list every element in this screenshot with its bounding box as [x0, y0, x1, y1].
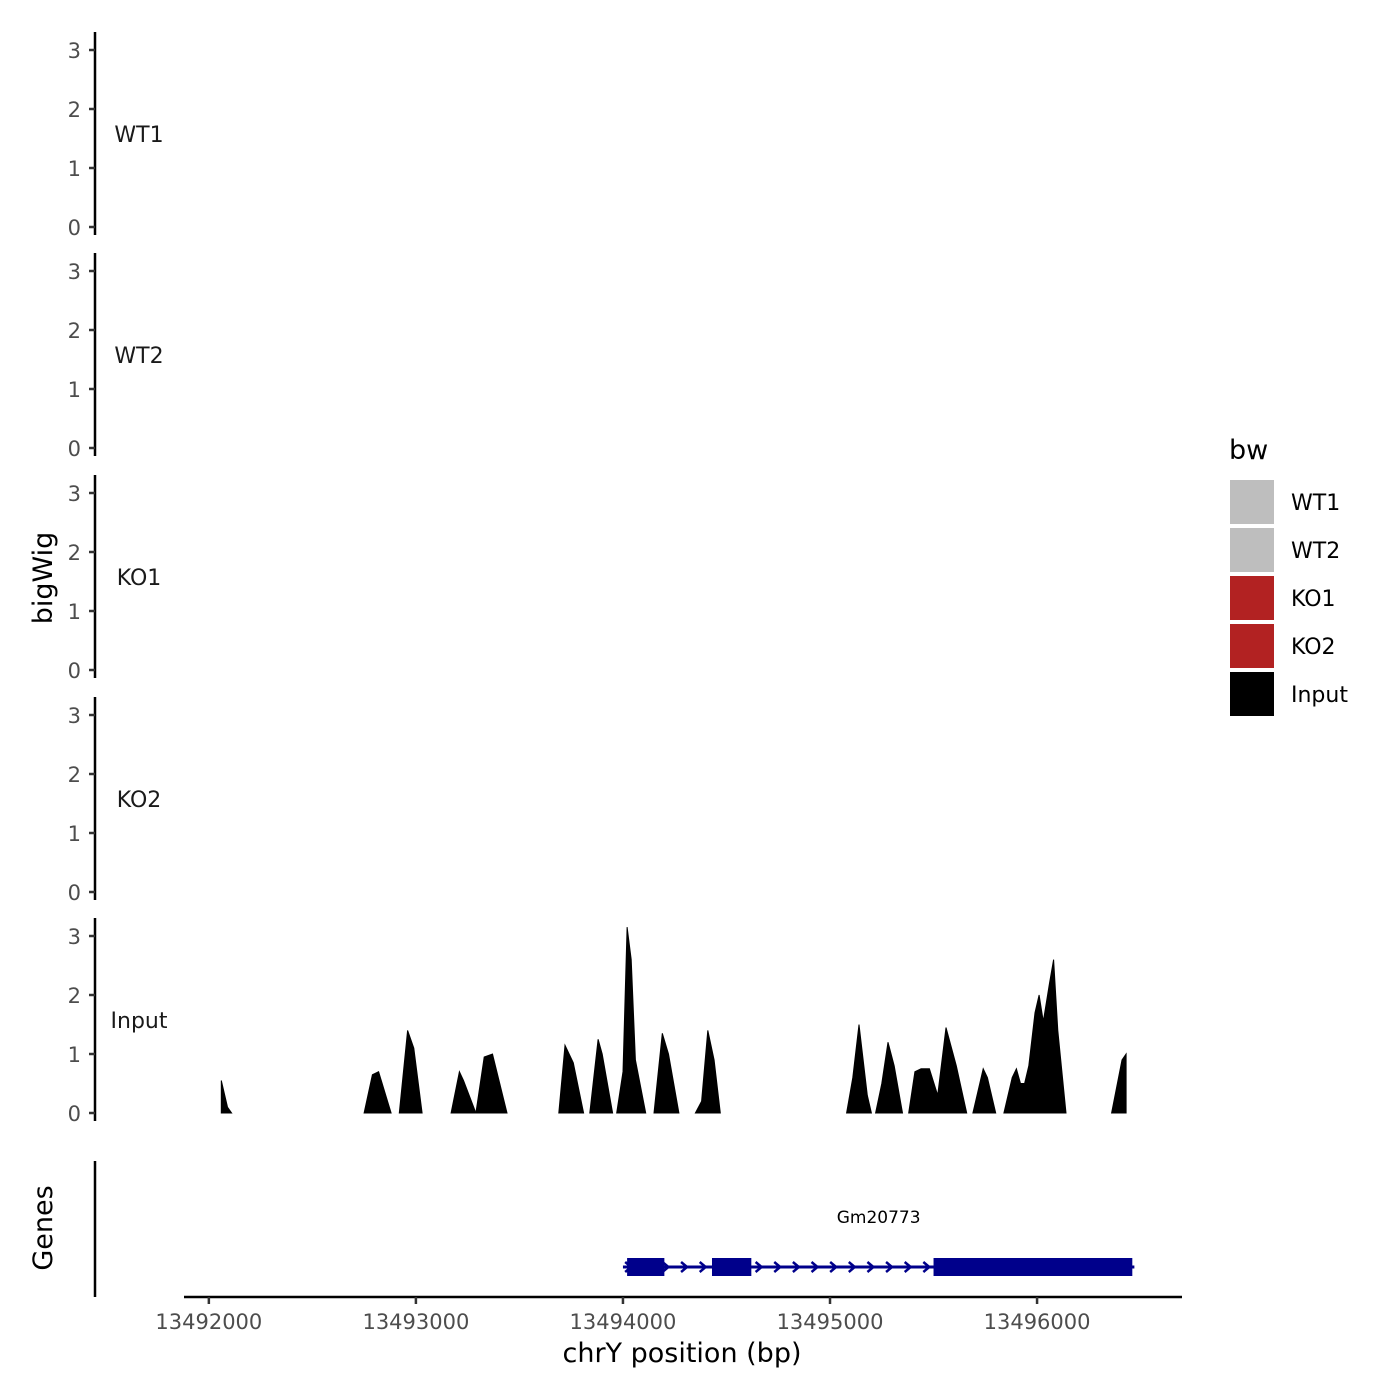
- track-label: WT1: [114, 123, 163, 148]
- signal-peak: [589, 1039, 614, 1114]
- legend-label: WT1: [1291, 491, 1340, 516]
- y-tick-label: 0: [68, 1102, 81, 1126]
- signal-peak: [398, 1030, 423, 1114]
- track-label: WT2: [114, 344, 163, 369]
- signal-peak: [363, 1070, 392, 1114]
- track-ko2: 0 1 2 3 KO2: [68, 697, 162, 905]
- legend-swatch: [1230, 576, 1274, 620]
- y-tick-label: 1: [68, 378, 81, 402]
- strand-chevron: [680, 1261, 690, 1273]
- legend-label: KO1: [1291, 587, 1336, 612]
- y-tick-label: 0: [68, 659, 81, 683]
- signal-peak: [908, 1027, 968, 1114]
- gene-exon: [711, 1258, 752, 1276]
- genes-track-title: Genes: [28, 1185, 59, 1270]
- y-tick-label: 2: [68, 763, 81, 787]
- y-tick-label: 1: [68, 1043, 81, 1067]
- track-label: KO2: [117, 788, 162, 813]
- legend-label: WT2: [1291, 539, 1340, 564]
- y-tick-label: 2: [68, 98, 81, 122]
- strand-chevron: [754, 1261, 764, 1273]
- legend-swatch: [1230, 480, 1274, 524]
- x-tick-label: 13492000: [155, 1310, 262, 1334]
- signal-peak: [220, 1080, 233, 1114]
- x-tick-label: 13496000: [984, 1310, 1091, 1334]
- y-tick-label: 2: [68, 984, 81, 1008]
- y-tick-label: 3: [68, 39, 81, 63]
- signal-peak: [1110, 1052, 1127, 1114]
- signal-peak: [450, 1070, 477, 1114]
- legend-swatch: [1230, 672, 1274, 716]
- legend: bw WT1 WT2 KO1 KO2 Input: [1229, 435, 1348, 716]
- legend-label: Input: [1291, 683, 1348, 708]
- y-tick-label: 3: [68, 925, 81, 949]
- signal-peak: [694, 1030, 721, 1114]
- strand-chevron: [773, 1261, 783, 1273]
- signal-peak: [1003, 959, 1067, 1114]
- y-tick-label: 1: [68, 822, 81, 846]
- track-ko1: 0 1 2 3 KO1: [68, 475, 162, 683]
- gene-exon: [933, 1258, 1133, 1276]
- y-tick-label: 3: [68, 704, 81, 728]
- strand-chevron: [847, 1261, 857, 1273]
- strand-chevron: [661, 1261, 671, 1273]
- genes-layer: Gm20773: [93, 1161, 1135, 1297]
- y-tick-label: 1: [68, 600, 81, 624]
- x-tick-label: 13493000: [362, 1310, 469, 1334]
- strand-chevron: [810, 1261, 820, 1273]
- signal-peak: [558, 1043, 585, 1114]
- strand-chevron: [866, 1261, 876, 1273]
- track-label: Input: [111, 1009, 168, 1034]
- legend-swatch: [1230, 624, 1274, 668]
- y-tick-label: 1: [68, 157, 81, 181]
- legend-swatch: [1230, 528, 1274, 572]
- y-tick-label: 3: [68, 482, 81, 506]
- gene-exon: [627, 1258, 665, 1276]
- signal-peak: [653, 1033, 680, 1114]
- strand-chevron: [792, 1261, 801, 1273]
- gene-name-label: Gm20773: [837, 1208, 921, 1228]
- signal-peak: [616, 927, 647, 1114]
- x-tick-label: 13495000: [777, 1310, 884, 1334]
- strand-chevron: [922, 1261, 932, 1273]
- strand-chevron: [903, 1261, 913, 1273]
- track-input: 0 1 2 3 Input: [68, 918, 1127, 1126]
- signal-peak: [475, 1053, 508, 1114]
- legend-title: bw: [1229, 435, 1268, 466]
- legend-label: KO2: [1291, 635, 1336, 660]
- signal-peak: [846, 1024, 873, 1114]
- x-axis-title: chrY position (bp): [562, 1338, 801, 1369]
- x-axis: 13492000 13493000 13494000 13495000 13496000: [155, 1295, 1182, 1334]
- tracks-layer: 0 1 2 3 WT1 0 1 2 3 WT2 0 1 2 3 KO1 0 1 2 3 KO2 0 1 2 3 Input: [68, 32, 1127, 1126]
- signal-peak: [972, 1067, 997, 1114]
- strand-chevron: [829, 1261, 839, 1273]
- y-tick-label: 0: [68, 881, 81, 905]
- y-tick-label: 2: [68, 541, 81, 565]
- track-label: KO1: [117, 566, 162, 591]
- x-tick-label: 13494000: [570, 1310, 677, 1334]
- strand-chevron: [885, 1261, 895, 1273]
- track-wt2: 0 1 2 3 WT2: [68, 253, 164, 461]
- y-tick-label: 0: [68, 216, 81, 240]
- y-tick-label: 2: [68, 319, 81, 343]
- y-tick-label: 3: [68, 260, 81, 284]
- gene-gm20773: Gm20773: [622, 1208, 1135, 1276]
- y-axis-title: bigWig: [28, 532, 59, 625]
- strand-chevron: [698, 1261, 708, 1273]
- y-tick-label: 0: [68, 437, 81, 461]
- track-wt1: 0 1 2 3 WT1: [68, 32, 164, 240]
- signal-peak: [874, 1042, 904, 1114]
